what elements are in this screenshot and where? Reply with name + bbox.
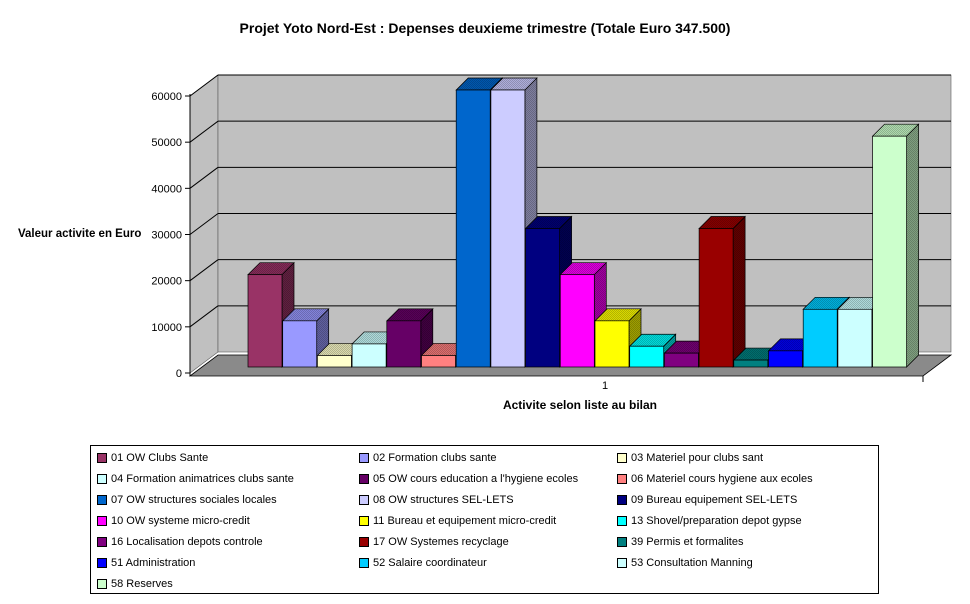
bar-08 [490, 77, 538, 368]
legend-label: 06 Materiel cours hygiene aux ecoles [631, 472, 813, 485]
legend-swatch [359, 557, 369, 568]
legend-item-17: 17 OW Systemes recyclage [359, 531, 509, 552]
y-tick-label: 50000 [151, 137, 182, 149]
x-axis-title: Activite selon liste au bilan [502, 398, 658, 412]
legend-swatch [359, 515, 369, 526]
legend-box: 01 OW Clubs Sante 02 Formation clubs sant… [90, 445, 879, 594]
legend-swatch [359, 452, 369, 463]
legend-item-01: 01 OW Clubs Sante [97, 447, 208, 468]
legend-label: 16 Localisation depots controle [111, 535, 263, 548]
legend-item-07: 07 OW structures sociales locales [97, 489, 277, 510]
y-tick-label: 0 [176, 368, 182, 380]
legend-label: 11 Bureau et equipement micro-credit [373, 514, 557, 527]
y-tick-label: 60000 [151, 91, 182, 103]
legend-label: 07 OW structures sociales locales [111, 493, 277, 506]
chart-title: Projet Yoto Nord-Est : Depenses deuxieme… [239, 20, 731, 36]
legend-swatch [359, 536, 369, 547]
legend-label: 51 Administration [111, 556, 196, 569]
y-axis-title: Valeur activite en Euro [18, 228, 142, 240]
legend-item-09: 09 Bureau equipement SEL-LETS [617, 489, 797, 510]
y-tick-label: 30000 [151, 230, 182, 242]
legend-swatch [97, 494, 107, 505]
legend-swatch [617, 494, 627, 505]
x-tick-label: 1 [601, 380, 609, 392]
legend-label: 58 Reserves [111, 577, 173, 590]
legend-label: 08 OW structures SEL-LETS [373, 493, 514, 506]
legend-swatch [97, 473, 107, 484]
legend-item-13: 13 Shovel/preparation depot gypse [617, 510, 802, 531]
legend-swatch [359, 473, 369, 484]
legend-label: 53 Consultation Manning [631, 556, 753, 569]
legend-swatch [97, 536, 107, 547]
legend-swatch [97, 578, 107, 589]
y-tick-label: 40000 [151, 183, 182, 195]
legend-item-11: 11 Bureau et equipement micro-credit [359, 510, 556, 531]
legend-item-16: 16 Localisation depots controle [97, 531, 263, 552]
legend-swatch [97, 515, 107, 526]
legend-label: 10 OW systeme micro-credit [111, 514, 250, 527]
legend-swatch [359, 494, 369, 505]
legend-label: 39 Permis et formalites [631, 535, 744, 548]
legend-item-04: 04 Formation animatrices clubs sante [97, 468, 294, 489]
bar-17 [698, 215, 746, 368]
legend-swatch [617, 473, 627, 484]
legend-item-08: 08 OW structures SEL-LETS [359, 489, 514, 510]
legend-label: 04 Formation animatrices clubs sante [111, 472, 294, 485]
legend-item-52: 52 Salaire coordinateur [359, 552, 487, 573]
y-tick-label: 10000 [151, 322, 182, 334]
legend-item-58: 58 Reserves [97, 573, 173, 594]
legend-item-53: 53 Consultation Manning [617, 552, 753, 573]
legend-swatch [617, 557, 627, 568]
legend-label: 09 Bureau equipement SEL-LETS [631, 493, 798, 506]
legend-label: 17 OW Systemes recyclage [373, 535, 509, 548]
legend-swatch [617, 452, 627, 463]
legend-item-06: 06 Materiel cours hygiene aux ecoles [617, 468, 813, 489]
legend-swatch [97, 452, 107, 463]
legend-label: 03 Materiel pour clubs sant [631, 451, 764, 464]
legend-item-39: 39 Permis et formalites [617, 531, 743, 552]
legend-swatch [97, 557, 107, 568]
bar-58 [871, 123, 920, 368]
legend-label: 52 Salaire coordinateur [373, 556, 487, 569]
legend-label: 01 OW Clubs Sante [111, 451, 209, 464]
legend-label: 05 OW cours education a l'hygiene ecoles [373, 472, 579, 485]
bar-05 [385, 307, 434, 368]
legend-item-03: 03 Materiel pour clubs sant [617, 447, 763, 468]
legend-swatch [617, 515, 627, 526]
legend-item-02: 02 Formation clubs sante [359, 447, 497, 468]
legend-label: 02 Formation clubs sante [373, 451, 497, 464]
legend-label: 13 Shovel/preparation depot gypse [631, 514, 802, 527]
legend-item-10: 10 OW systeme micro-credit [97, 510, 250, 531]
legend-swatch [617, 536, 627, 547]
legend-item-05: 05 OW cours education a l'hygiene ecoles [359, 468, 578, 489]
y-tick-label: 20000 [151, 276, 182, 288]
legend-item-51: 51 Administration [97, 552, 195, 573]
